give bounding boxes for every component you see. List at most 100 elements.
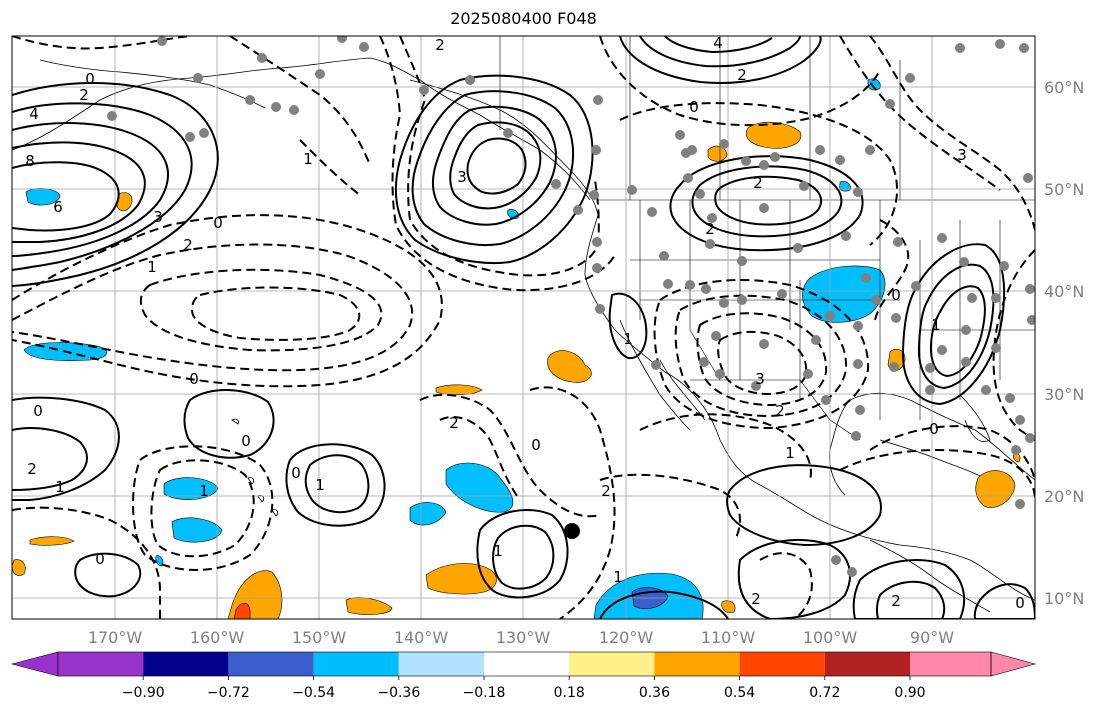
contour-line <box>653 279 870 430</box>
contour-label: 2 <box>751 590 761 608</box>
contour-label: 1 <box>315 476 325 494</box>
contour-line <box>992 249 1035 441</box>
lat-label: 40°N <box>1044 282 1084 301</box>
north-america-west-coast <box>409 79 1035 601</box>
contour-line <box>132 445 274 571</box>
orange-patch <box>345 597 393 615</box>
contour-label: 2 <box>27 460 37 478</box>
contour-line <box>394 74 594 265</box>
colorbar-tick-label: 0.90 <box>894 685 925 701</box>
contour-line <box>901 243 1006 406</box>
contour-line <box>476 509 569 599</box>
colorbar-bin <box>910 652 991 676</box>
latitude-labels: 60°N 50°N 40°N 30°N 20°N 10°N <box>1044 78 1084 608</box>
contour-label: 6 <box>53 198 63 216</box>
contour-label: 0 <box>929 420 939 438</box>
contour-line <box>139 268 383 352</box>
contour-line <box>190 286 361 341</box>
contour-line <box>12 506 161 619</box>
contour-line <box>285 443 386 527</box>
colorbar-bin <box>739 652 825 676</box>
solid-contours <box>12 36 1035 619</box>
contour-label: 8 <box>25 152 35 170</box>
colorbar-tick-label: −0.54 <box>292 685 335 701</box>
contour-line <box>183 389 275 459</box>
baja-california <box>619 319 691 431</box>
blue-patch <box>839 181 851 192</box>
contour-line <box>411 90 575 246</box>
contour-line <box>12 243 414 372</box>
colorbar-bin <box>654 652 740 676</box>
contour-label: 2 <box>435 36 445 54</box>
contour-line <box>150 459 255 558</box>
colorbar-bin <box>228 652 314 676</box>
contour-label: 0 <box>33 402 43 420</box>
contour-label: 4 <box>29 105 39 123</box>
orange-patch <box>707 145 728 162</box>
lon-label: 100°W <box>803 628 858 647</box>
colorbar-tick-label: 0.72 <box>809 685 840 701</box>
colorbar-tick-label: −0.18 <box>463 685 506 701</box>
contour-line <box>439 415 521 501</box>
contour-label: 0 <box>891 286 901 304</box>
contour-line <box>12 36 191 50</box>
contour-line <box>12 161 120 232</box>
plot-frame <box>11 35 1036 620</box>
contour-line <box>449 121 542 210</box>
orange-patch <box>547 350 592 383</box>
contour-label: 0 <box>1015 594 1025 612</box>
longitude-labels: 170°W 160°W 150°W 140°W 130°W 120°W 110°… <box>88 628 954 647</box>
orange-patch <box>435 384 483 396</box>
contour-label: 2 <box>79 86 89 104</box>
contour-line <box>304 454 370 514</box>
contour-label: 2 <box>737 66 747 84</box>
contour-label: 4 <box>713 34 723 52</box>
contour-line <box>299 139 361 196</box>
contour-line <box>674 294 848 418</box>
florida <box>959 394 991 442</box>
lon-label: 160°W <box>190 628 245 647</box>
contour-line <box>608 292 648 360</box>
contour-line <box>737 539 851 619</box>
contour-label: 1 <box>303 150 313 168</box>
contour-label: 3 <box>457 168 467 186</box>
contour-line <box>379 36 616 292</box>
lon-label: 110°W <box>701 628 756 647</box>
lat-label: 60°N <box>1044 78 1084 97</box>
colorbar-bin <box>824 652 910 676</box>
coastlines <box>12 57 1035 613</box>
colorbar-tick-label: 0.18 <box>554 685 585 701</box>
contour-line <box>852 559 966 619</box>
colorbar-tick-label: −0.90 <box>122 685 165 701</box>
contour-line <box>419 393 601 518</box>
colorbar-low-extend <box>10 651 59 677</box>
contour-line <box>619 102 898 246</box>
colorbar-bin <box>569 652 655 676</box>
lat-label: 50°N <box>1044 180 1084 199</box>
contour-line <box>12 214 443 388</box>
contour-label: 0 <box>531 436 541 454</box>
contour-line <box>492 524 555 590</box>
contour-label: 0 <box>95 550 105 568</box>
contour-label: 0 <box>213 214 223 232</box>
central-america <box>869 539 991 613</box>
contour-label: 0 <box>291 464 301 482</box>
contour-label: 3 <box>755 370 765 388</box>
contour-label: 2 <box>753 174 763 192</box>
contour-line <box>432 105 557 226</box>
colorbar-high-extend <box>990 651 1037 677</box>
contour-label: 0 <box>85 70 95 88</box>
orange-patch <box>425 563 497 595</box>
colorbar-tick-label: −0.72 <box>207 685 250 701</box>
contour-label: 2 <box>705 220 715 238</box>
contour-label: 0 <box>689 98 699 116</box>
contour-label: 3 <box>957 146 967 164</box>
contour-line <box>12 102 193 271</box>
contour-line <box>869 425 1035 481</box>
lat-label: 20°N <box>1044 487 1084 506</box>
contour-line <box>466 137 527 195</box>
orange-patch <box>29 536 75 546</box>
contour-line <box>875 580 946 619</box>
blue-patch <box>171 517 223 543</box>
